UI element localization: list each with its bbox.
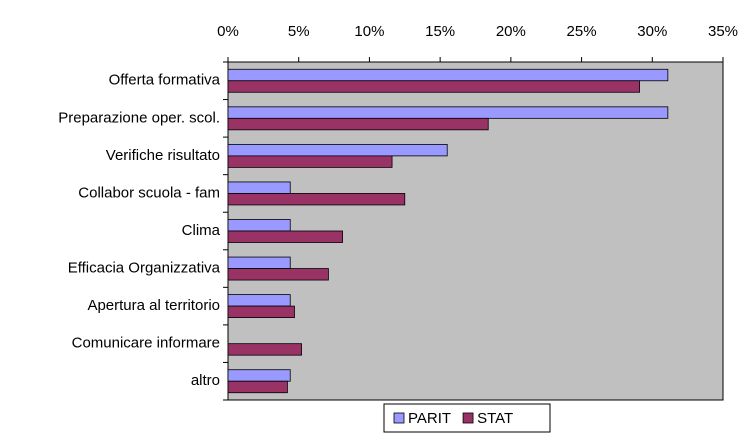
y-tick-label: Apertura al territorio: [87, 297, 220, 314]
y-tick-label: Offerta formativa: [109, 72, 221, 89]
bar: [227, 294, 291, 307]
legend-swatch: [462, 412, 474, 424]
bar: [227, 117, 489, 131]
y-tick-label: Verifiche risultato: [106, 147, 220, 164]
y-tick-label: altro: [191, 372, 220, 389]
y-tick-label: Clima: [182, 222, 221, 239]
bar: [227, 143, 448, 157]
bar: [227, 68, 669, 82]
legend-label: PARIT: [408, 410, 451, 427]
bar: [227, 219, 291, 232]
bar: [227, 193, 406, 206]
y-tick-label: Collabor scuola - fam: [78, 184, 220, 201]
bar: [227, 256, 291, 269]
bar: [227, 268, 329, 281]
legend-label: STAT: [477, 410, 513, 427]
bar: [227, 343, 302, 356]
x-tick-label: 0%: [217, 23, 239, 40]
x-tick-label: 35%: [708, 23, 738, 40]
x-tick-label: 10%: [354, 23, 384, 40]
bar: [227, 80, 640, 93]
bar: [227, 106, 669, 119]
y-tick-label: Preparazione oper. scol.: [58, 109, 220, 126]
y-tick-label: Efficacia Organizzativa: [68, 260, 221, 277]
bar: [227, 305, 295, 319]
x-tick-label: 25%: [567, 23, 597, 40]
x-tick-label: 15%: [425, 23, 455, 40]
x-tick-label: 20%: [496, 23, 526, 40]
bar: [227, 155, 393, 168]
bar: [227, 369, 291, 382]
bar: [227, 380, 288, 394]
bar: [227, 181, 291, 194]
legend-swatch: [393, 412, 405, 424]
bar: [227, 230, 343, 243]
x-tick-label: 30%: [637, 23, 667, 40]
y-tick-label: Comunicare informare: [72, 335, 220, 352]
x-tick-label: 5%: [288, 23, 310, 40]
